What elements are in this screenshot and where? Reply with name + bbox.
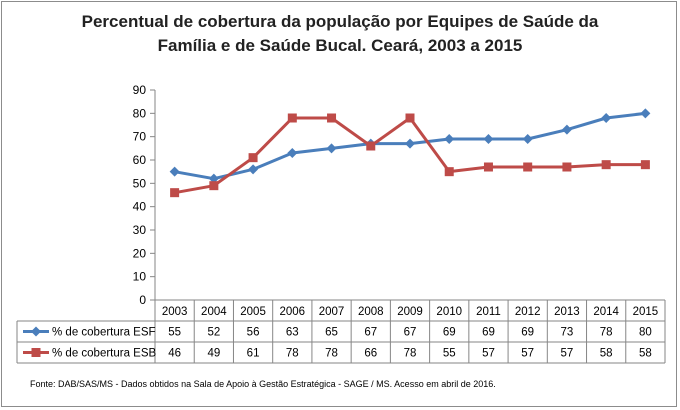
- data-point: [248, 153, 258, 163]
- chart-title-line-1: Percentual de cobertura da população por…: [81, 12, 599, 31]
- table-value: 46: [168, 348, 181, 360]
- chart-title-line-2: Família e de Saúde Bucal. Ceará, 2003 a …: [157, 36, 523, 55]
- data-point: [169, 166, 180, 177]
- table-value: 52: [207, 327, 220, 339]
- table-value: 80: [639, 327, 652, 339]
- table-value: 58: [639, 348, 652, 360]
- data-point: [327, 113, 337, 123]
- y-tick-label: 70: [133, 130, 147, 144]
- y-tick-label: 80: [133, 106, 147, 120]
- legend-label: % de cobertura ESF: [52, 327, 156, 339]
- data-point: [326, 143, 337, 154]
- x-category-label: 2007: [319, 306, 345, 318]
- data-point: [562, 162, 572, 172]
- data-point: [640, 108, 651, 119]
- data-point: [287, 113, 297, 123]
- legend-label: % de cobertura ESB: [52, 348, 157, 360]
- y-tick-label: 20: [133, 246, 147, 260]
- table-value: 69: [443, 327, 456, 339]
- x-category-label: 2015: [633, 306, 659, 318]
- data-point: [601, 160, 611, 170]
- series-line: [174, 116, 646, 195]
- series-layer: [169, 108, 651, 198]
- x-category-label: 2012: [515, 306, 541, 318]
- y-tick-label: 50: [133, 176, 147, 190]
- table-value: 78: [325, 348, 338, 360]
- data-point: [248, 164, 259, 175]
- data-point: [405, 138, 415, 149]
- data-point: [483, 134, 494, 144]
- x-category-label: 2009: [397, 306, 423, 318]
- table-value: 78: [600, 327, 613, 339]
- x-category-label: 2003: [162, 306, 188, 318]
- x-category-label: 2004: [201, 306, 227, 318]
- table-value: 58: [600, 348, 613, 360]
- data-point: [405, 113, 415, 123]
- data-point: [522, 134, 533, 144]
- table-value: 67: [404, 327, 417, 339]
- table-value: 61: [247, 348, 260, 360]
- table-value: 55: [168, 327, 181, 339]
- table-value: 69: [482, 327, 495, 339]
- table-value: 55: [443, 348, 456, 360]
- legend-marker: [31, 326, 41, 337]
- table-value: 65: [325, 327, 338, 339]
- y-tick-label: 30: [133, 223, 147, 237]
- table-value: 57: [482, 348, 495, 360]
- y-tick-label: 90: [133, 83, 147, 97]
- table-value: 66: [364, 348, 377, 360]
- table-value: 67: [364, 327, 377, 339]
- table-value: 73: [561, 327, 574, 339]
- x-category-label: 2014: [593, 306, 619, 318]
- chart-title: Percentual de cobertura da população por…: [0, 10, 680, 58]
- source-note: Fonte: DAB/SAS/MS - Dados obtidos na Sal…: [30, 379, 496, 389]
- table-value: 56: [247, 327, 260, 339]
- x-category-label: 2010: [436, 306, 462, 318]
- table-value: 69: [521, 327, 534, 339]
- data-point: [601, 113, 612, 123]
- table-value: 57: [561, 348, 574, 360]
- y-tick-label: 40: [133, 200, 147, 214]
- table-value: 49: [207, 348, 220, 360]
- legend-marker: [31, 348, 41, 357]
- y-tick-label: 10: [133, 270, 147, 284]
- y-tick-label: 0: [139, 293, 146, 307]
- x-category-label: 2006: [280, 306, 306, 318]
- data-point: [640, 160, 650, 170]
- data-point: [483, 162, 493, 172]
- data-point: [444, 134, 455, 144]
- data-point: [209, 181, 219, 191]
- data-point: [523, 162, 533, 172]
- x-category-label: 2011: [476, 306, 501, 318]
- table-value: 63: [286, 327, 299, 339]
- data-point: [287, 148, 298, 158]
- x-category-label: 2013: [554, 306, 580, 318]
- table-value: 78: [286, 348, 299, 360]
- data-point: [170, 188, 180, 198]
- table-value: 57: [521, 348, 534, 360]
- data-table: 2003 2004 2005 2006 2007 2008 2009 2010 2011 2012…: [16, 299, 666, 364]
- y-tick-label: 60: [133, 153, 147, 167]
- data-point: [444, 167, 454, 177]
- x-category-label: 2008: [358, 306, 384, 318]
- data-point: [561, 124, 572, 135]
- axis-layer: 0 10 20 30 40 50 60 70 80 90: [133, 83, 156, 307]
- data-point: [366, 141, 376, 151]
- x-category-label: 2005: [240, 306, 266, 318]
- table-value: 78: [404, 348, 417, 360]
